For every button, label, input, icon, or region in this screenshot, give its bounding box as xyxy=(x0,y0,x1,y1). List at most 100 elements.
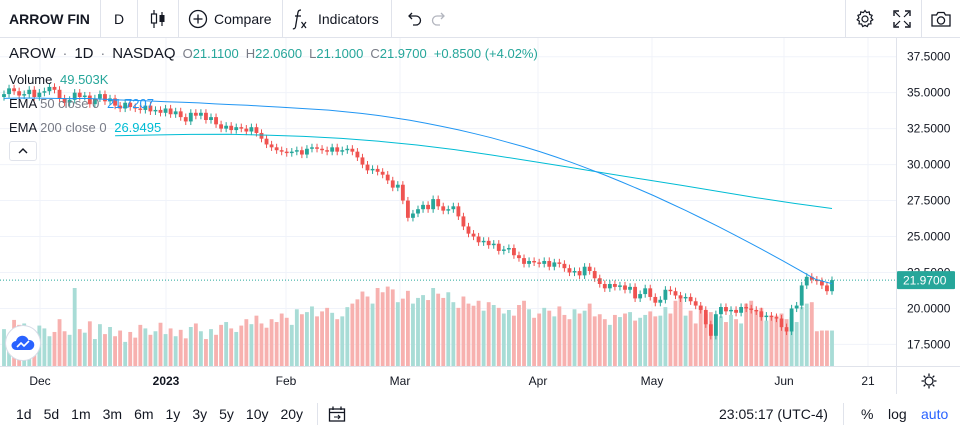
price-chart[interactable] xyxy=(0,38,896,366)
auto-scale-button[interactable]: auto xyxy=(921,394,948,433)
range-button-5d[interactable]: 5d xyxy=(43,405,60,422)
volume-bar xyxy=(229,328,234,366)
range-button-5y[interactable]: 5y xyxy=(219,405,234,422)
last-price-badge xyxy=(897,271,955,290)
candle-body xyxy=(345,148,350,151)
volume-bar xyxy=(512,315,516,366)
range-button-20y[interactable]: 20y xyxy=(280,405,304,422)
candle-body xyxy=(542,260,547,264)
candle-body xyxy=(400,184,405,201)
candle-body xyxy=(239,127,244,129)
tradingview-logo[interactable] xyxy=(6,326,40,360)
candle-body xyxy=(653,296,658,303)
range-button-1d[interactable]: 1d xyxy=(16,405,32,422)
main-chart-pane[interactable] xyxy=(0,38,896,366)
ema50-study-legend[interactable]: EMA 50 close 0 21.7207 xyxy=(9,96,154,111)
last-price-label: 21.9700 xyxy=(903,274,947,288)
time-axis-scale: Dec 2023 Feb Mar Apr May Jun 21 xyxy=(29,374,875,388)
range-button-3m[interactable]: 3m xyxy=(102,405,123,422)
volume-bar xyxy=(562,314,567,366)
volume-bar xyxy=(633,320,638,366)
volume-bar xyxy=(294,309,299,366)
log-scale-button[interactable]: log xyxy=(888,394,907,433)
price-tick-label: 35.0000 xyxy=(907,86,951,100)
price-tick-label: 37.5000 xyxy=(907,50,951,64)
ema200-line xyxy=(115,133,833,209)
candle-body xyxy=(123,102,128,109)
volume-bar xyxy=(537,313,542,366)
volume-bar xyxy=(284,317,289,366)
candle-body xyxy=(98,94,102,99)
gear-icon xyxy=(855,9,874,28)
time-axis[interactable]: Dec 2023 Feb Mar Apr May Jun 21 xyxy=(0,366,896,394)
candle-body xyxy=(173,111,178,115)
candle-body xyxy=(713,314,718,336)
divider xyxy=(843,394,844,433)
calendar-range-icon[interactable] xyxy=(328,406,346,422)
axis-settings-button[interactable] xyxy=(896,366,960,394)
fullscreen-button[interactable] xyxy=(883,0,921,38)
volume-bar xyxy=(744,303,749,366)
volume-bar xyxy=(698,305,703,366)
price-tick-label: 25.0000 xyxy=(907,230,951,244)
volume-bar xyxy=(456,307,461,366)
range-button-1y[interactable]: 1y xyxy=(165,405,181,422)
candle-body xyxy=(269,144,274,148)
time-tick-label: Feb xyxy=(276,374,297,388)
settings-button[interactable] xyxy=(845,0,883,38)
volume-bar xyxy=(799,307,804,366)
volume-bar xyxy=(809,302,814,366)
undo-icon[interactable] xyxy=(405,12,423,26)
candle-body xyxy=(279,150,284,152)
candle-body xyxy=(234,127,239,131)
ema200-study-legend[interactable]: EMA 200 close 0 26.9495 xyxy=(9,120,161,135)
fx-icon xyxy=(292,8,307,29)
candle-body xyxy=(274,147,279,151)
indicators-button[interactable]: Indicators xyxy=(283,0,392,38)
compare-button[interactable]: Compare xyxy=(179,0,283,38)
candle-body xyxy=(658,299,663,303)
plus-circle-icon xyxy=(188,9,208,28)
volume-bar xyxy=(279,313,284,366)
snapshot-button[interactable] xyxy=(921,0,960,38)
candle-body xyxy=(562,263,567,269)
ema50-line xyxy=(3,97,833,285)
volume-bar xyxy=(764,320,769,366)
legend-ticker: AROW xyxy=(9,45,56,62)
chart-style-button[interactable] xyxy=(138,0,179,38)
volume-study-legend[interactable]: Volume 49.503K xyxy=(9,72,108,87)
percent-scale-button[interactable]: % xyxy=(861,394,873,433)
symbol-search-button[interactable]: ARROW FIN xyxy=(0,0,101,38)
volume-bar xyxy=(486,302,491,366)
percent-label: % xyxy=(861,405,874,422)
volume-bar xyxy=(441,297,446,366)
candle-body xyxy=(365,164,370,171)
range-list: 1d 5d 1m 3m 6m 1y 3y 5y 10y 20y xyxy=(10,406,309,422)
study-value: 26.9495 xyxy=(114,120,162,135)
volume-bar xyxy=(713,317,718,366)
range-button-3y[interactable]: 3y xyxy=(192,405,208,422)
interval-button[interactable]: D xyxy=(101,0,138,38)
clock-display[interactable]: 23:05:17 (UTC-4) xyxy=(719,394,828,433)
range-button-1m[interactable]: 1m xyxy=(71,405,91,422)
candle-body xyxy=(360,157,365,165)
volume-bar xyxy=(118,330,123,366)
volume-bar xyxy=(759,307,764,366)
legend-high: H22.0600 xyxy=(245,46,303,61)
candle-body xyxy=(724,307,728,312)
candle-body xyxy=(133,107,138,109)
range-button-6m[interactable]: 6m xyxy=(134,405,154,422)
candle-body xyxy=(602,284,607,289)
candle-body xyxy=(527,260,531,264)
candle-body xyxy=(259,132,264,139)
price-axis[interactable]: 37.5000 35.0000 32.5000 30.0000 27.5000 25.00… xyxy=(896,38,960,366)
volume-bar xyxy=(628,312,632,366)
volume-bar xyxy=(148,334,153,366)
candle-body xyxy=(330,147,335,152)
redo-icon[interactable] xyxy=(430,12,448,26)
collapse-legend-button[interactable] xyxy=(9,141,37,161)
range-button-10y[interactable]: 10y xyxy=(245,405,269,422)
volume-bar xyxy=(825,330,829,366)
candle-body xyxy=(375,168,380,172)
legend-interval: 1D xyxy=(74,45,94,62)
